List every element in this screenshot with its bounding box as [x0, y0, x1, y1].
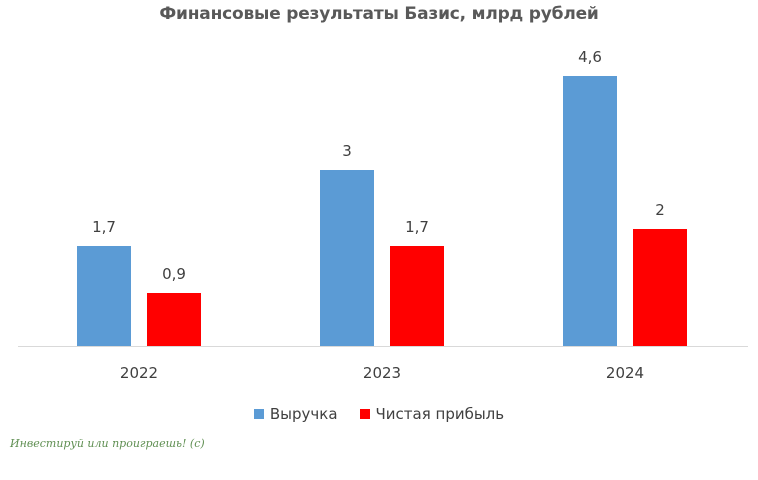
legend-item-net-profit: Чистая прибыль: [359, 405, 505, 423]
data-label-revenue-2022: 1,7: [92, 218, 116, 236]
data-label-net-profit-2023: 1,7: [405, 218, 429, 236]
bar-net-profit-2022: [147, 293, 201, 346]
data-label-revenue-2024: 4,6: [578, 48, 602, 66]
legend-label-net-profit: Чистая прибыль: [375, 405, 505, 423]
bar-revenue-2023: [320, 170, 374, 346]
legend-swatch-revenue: [253, 409, 264, 419]
bar-net-profit-2023: [390, 246, 444, 346]
bar-net-profit-2024: [633, 229, 687, 346]
x-axis-line: [18, 346, 748, 347]
x-tick-2024: 2024: [605, 364, 645, 382]
legend: Выручка Чистая прибыль: [0, 405, 758, 423]
bar-revenue-2024: [563, 76, 617, 346]
bar-revenue-2022: [77, 246, 131, 346]
data-label-net-profit-2022: 0,9: [162, 265, 186, 283]
chart-title: Финансовые результаты Базис, млрд рублей: [159, 4, 599, 24]
legend-label-revenue: Выручка: [269, 405, 338, 423]
data-label-net-profit-2024: 2: [655, 201, 665, 219]
legend-swatch-net-profit: [359, 409, 370, 419]
data-label-revenue-2023: 3: [342, 142, 352, 160]
x-tick-2022: 2022: [119, 364, 159, 382]
watermark: Инвестируй или проиграешь! (с): [10, 437, 205, 450]
legend-item-revenue: Выручка: [253, 405, 338, 423]
x-tick-2023: 2023: [362, 364, 402, 382]
